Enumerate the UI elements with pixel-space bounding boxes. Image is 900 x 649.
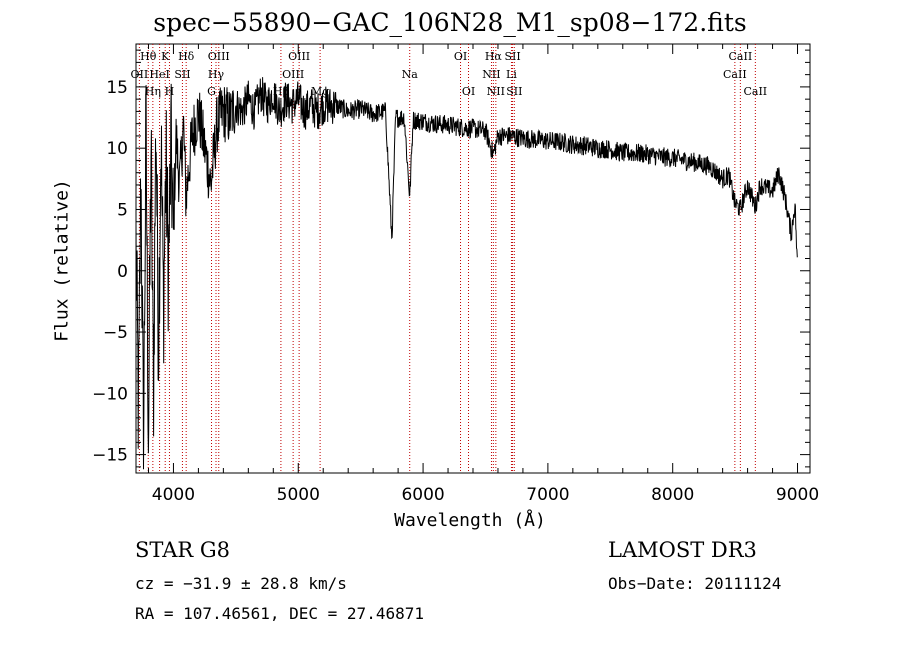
redshift-cz: cz = −31.9 ± 28.8 km/s — [135, 574, 347, 593]
y-tick-label: −15 — [92, 446, 128, 466]
marker-label: OIII — [208, 50, 230, 63]
y-tick-label: 10 — [106, 139, 128, 159]
y-tick-label: 15 — [106, 78, 128, 98]
marker-label: NII — [482, 68, 500, 81]
marker-label: G — [207, 85, 216, 98]
y-axis-label: Flux (relative) — [51, 179, 73, 342]
object-class: STAR G8 — [135, 538, 231, 562]
y-tick-label: 0 — [117, 262, 128, 282]
x-axis-label: Wavelength (Å) — [394, 510, 546, 531]
marker-label: H — [165, 85, 175, 98]
axis-ticks — [136, 44, 810, 473]
y-tick-label: 5 — [117, 200, 128, 220]
x-tick-label: 6000 — [401, 485, 444, 505]
y-tick-label: −10 — [92, 384, 128, 404]
marker-label: OIII — [282, 68, 304, 81]
marker-label: HeI — [149, 68, 169, 81]
axis-tick-labels: 4000 5000 6000 7000 8000 9000 −15 −10 −5 0 5 10 15 — [92, 78, 819, 505]
marker-label: NII — [487, 85, 505, 98]
marker-label: Na — [402, 68, 419, 81]
marker-label: CaII — [743, 85, 767, 98]
spectrum-line — [135, 77, 798, 470]
x-tick-label: 5000 — [277, 485, 320, 505]
marker-label: OIII — [288, 50, 310, 63]
y-tick-label: −5 — [103, 323, 128, 343]
survey-name: LAMOST DR3 — [608, 538, 757, 562]
x-tick-label: 9000 — [776, 485, 819, 505]
x-tick-label: 8000 — [651, 485, 694, 505]
marker-label: CaII — [729, 50, 753, 63]
marker-label: Hθ — [140, 50, 157, 63]
marker-label: OI — [454, 50, 467, 63]
obs-date: Obs−Date: 20111124 — [608, 574, 782, 593]
marker-label: SII — [504, 50, 520, 63]
marker-label: Hγ — [208, 68, 225, 81]
marker-label: SII — [506, 85, 522, 98]
marker-label: Hα — [485, 50, 503, 63]
ra-dec: RA = 107.46561, DEC = 27.46871 — [135, 604, 424, 623]
marker-label: Hη — [145, 85, 161, 98]
marker-label: OI — [462, 85, 475, 98]
marker-label: K — [161, 50, 170, 63]
x-tick-label: 4000 — [152, 485, 195, 505]
marker-label: Li — [506, 68, 517, 81]
marker-label: CaII — [723, 68, 747, 81]
chart-title: spec−55890−GAC_106N28_M1_sp08−172.fits — [153, 8, 747, 37]
marker-label: Hδ — [178, 50, 195, 63]
marker-label: SII — [174, 68, 190, 81]
x-tick-label: 7000 — [526, 485, 569, 505]
